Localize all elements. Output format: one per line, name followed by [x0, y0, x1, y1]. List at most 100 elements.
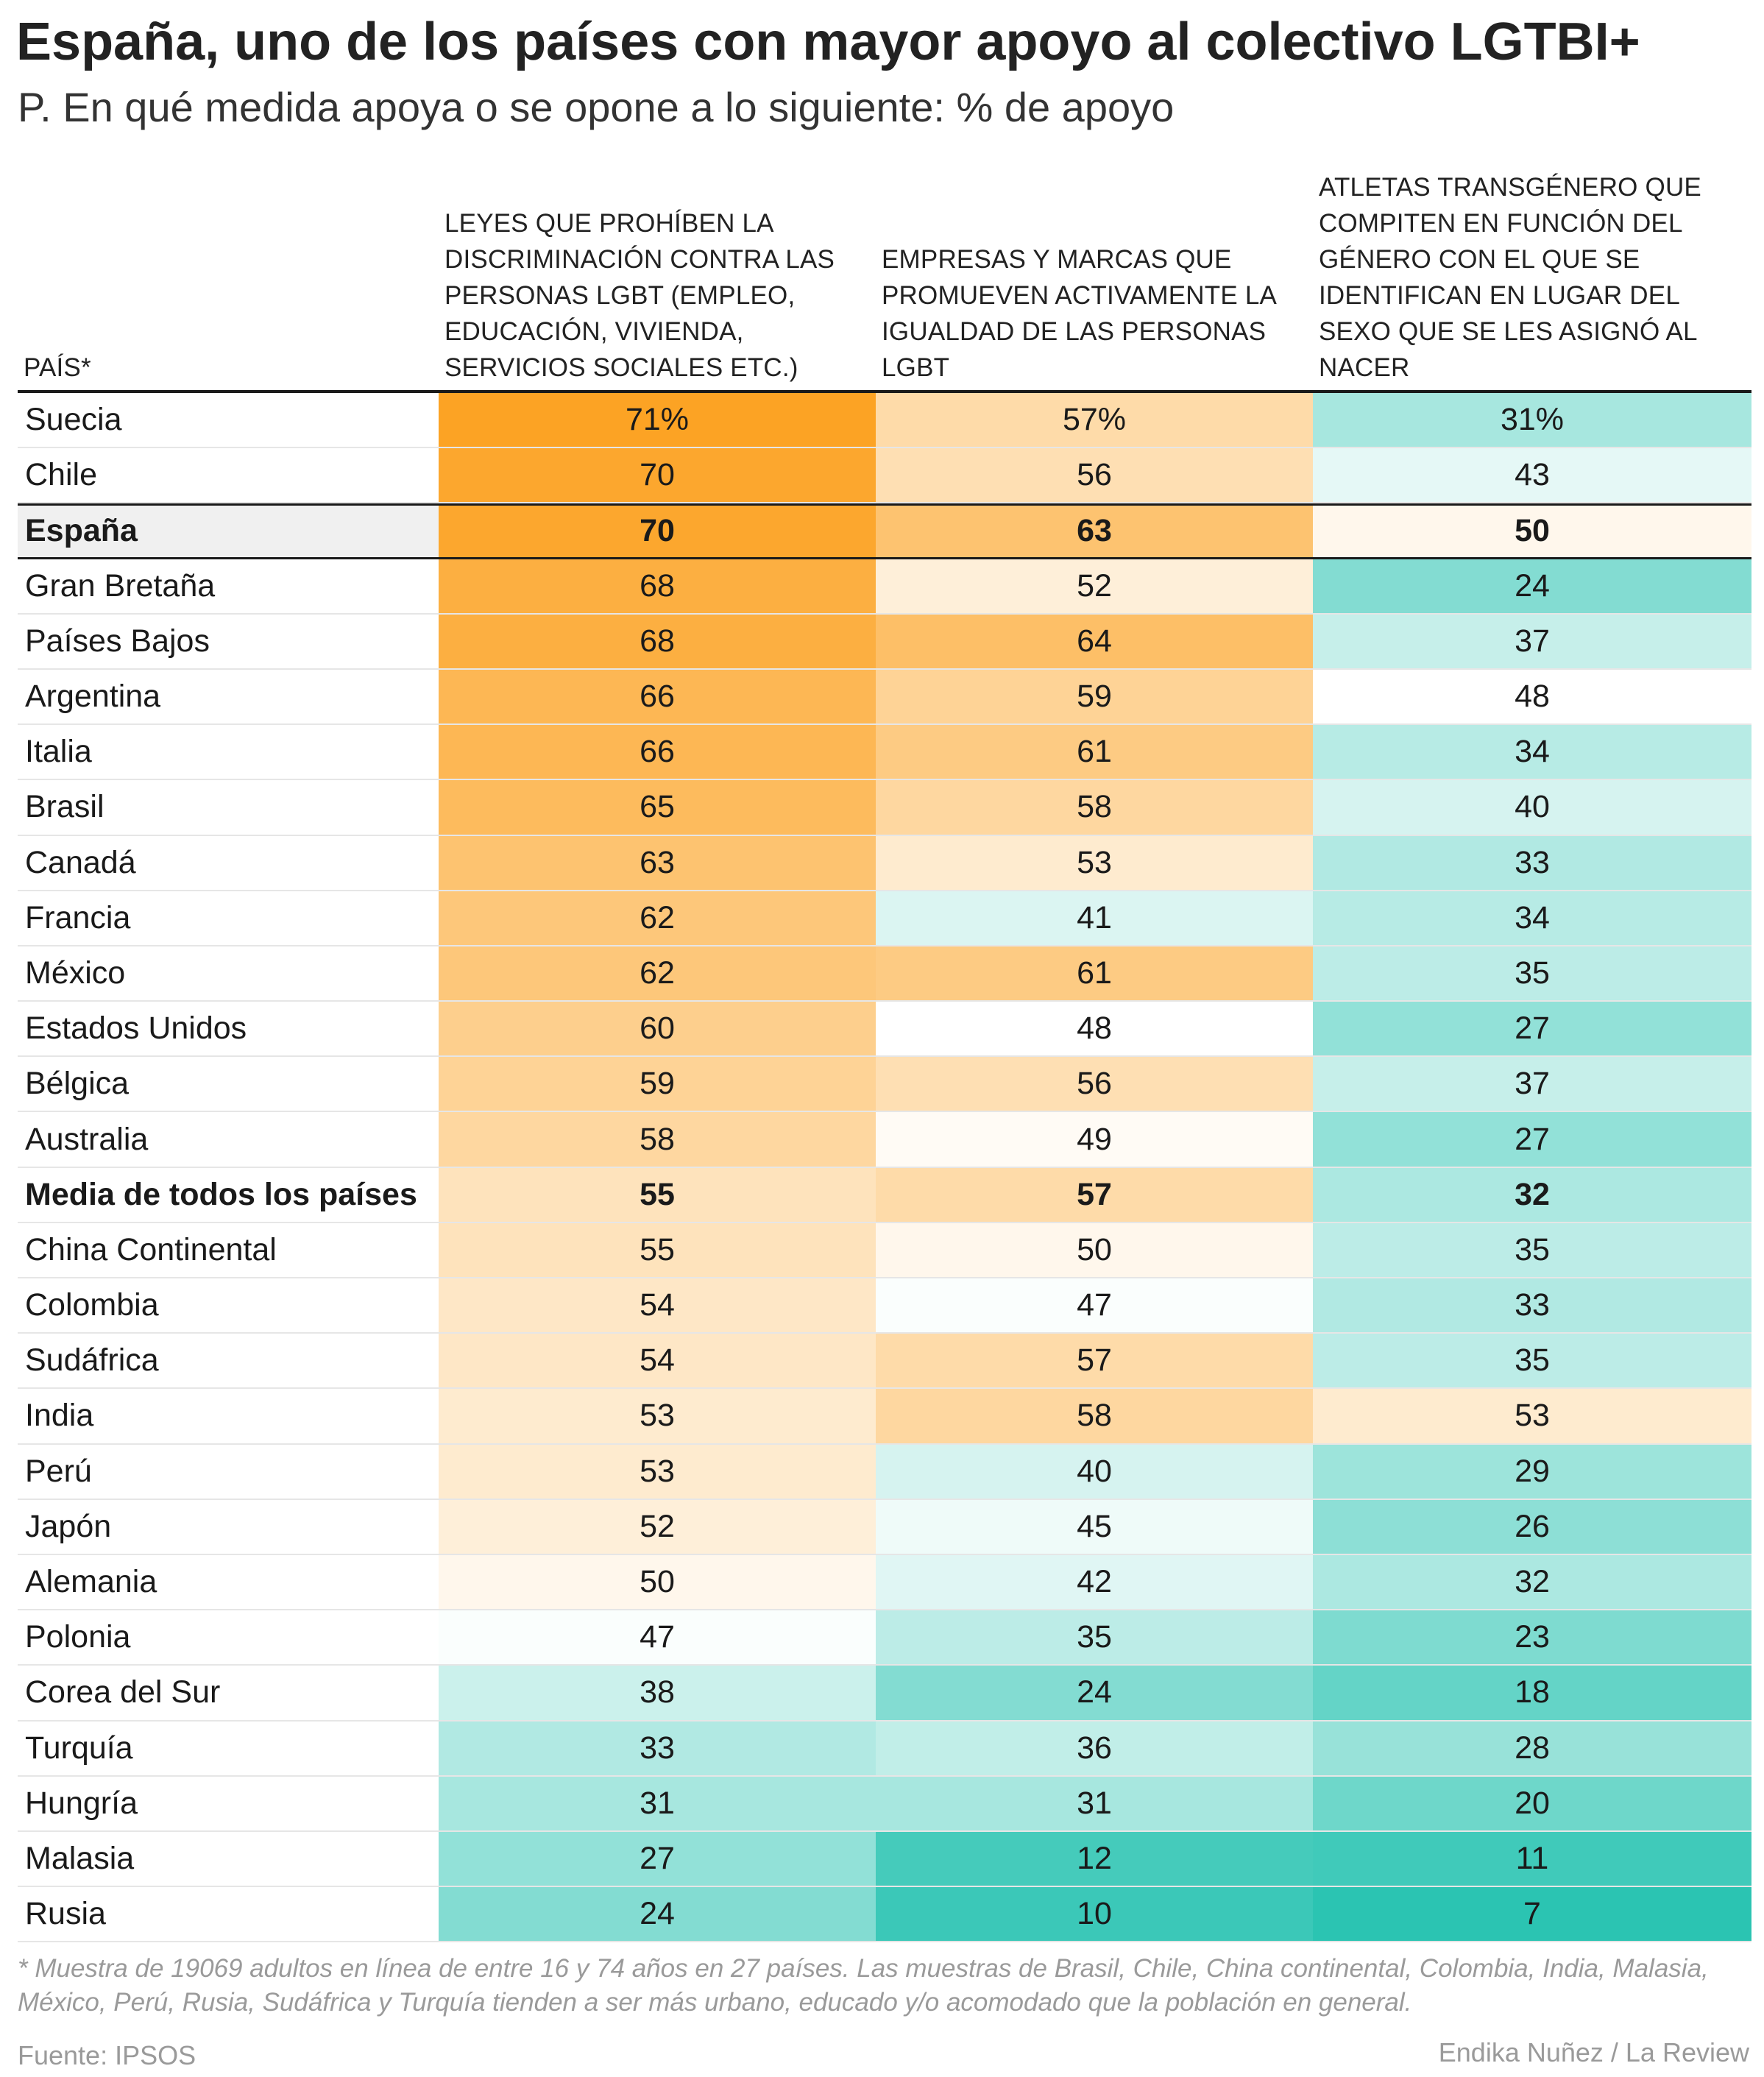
value-cell: 53	[439, 1389, 876, 1443]
table-row: Media de todos los países 55 57 32	[18, 1167, 1751, 1223]
table-header: País* Leyes que prohíben la discriminaci…	[18, 173, 1751, 393]
country-name: Francia	[25, 899, 131, 935]
value-cell: 56	[876, 1057, 1313, 1111]
source-label: Fuente: IPSOS	[18, 2040, 196, 2070]
table-row: Italia 66 61 34	[18, 725, 1751, 781]
value-cell: 24	[439, 1887, 876, 1942]
country-name: Hungría	[25, 1785, 138, 1821]
value-cell: 63	[439, 835, 876, 890]
value-cell: 61	[876, 946, 1313, 1001]
table-row: Perú 53 40 29	[18, 1444, 1751, 1500]
table-row: Brasil 65 58 40	[18, 780, 1751, 836]
value-cell: 26	[1313, 1499, 1751, 1554]
table-row: Argentina 66 59 48	[18, 669, 1751, 726]
value-cell: 31%	[1313, 393, 1751, 447]
value-cell: 33	[1313, 835, 1751, 890]
value-cell: 58	[876, 1389, 1313, 1443]
country-name: Gran Bretaña	[25, 567, 216, 604]
value-cell: 32	[1313, 1167, 1751, 1222]
value-cell: 27	[1313, 1002, 1751, 1056]
table-row: Francia 62 41 34	[18, 891, 1751, 946]
table-row: Alemania 50 42 32	[18, 1554, 1751, 1611]
value-cell: 54	[439, 1278, 876, 1333]
country-name: Italia	[25, 734, 92, 770]
country-name: Australia	[25, 1121, 149, 1157]
value-cell: 64	[876, 614, 1313, 668]
value-cell: 63	[876, 506, 1313, 557]
table-row: Sudáfrica 54 57 35	[18, 1334, 1751, 1390]
value-cell: 33	[1313, 1278, 1751, 1333]
value-cell: 53	[439, 1444, 876, 1499]
country-name: Brasil	[25, 789, 105, 825]
table-row: Japón 52 45 26	[18, 1499, 1751, 1555]
value-cell: 34	[1313, 725, 1751, 779]
country-name: Sudáfrica	[25, 1342, 159, 1379]
value-cell: 23	[1313, 1610, 1751, 1665]
value-cell: 35	[1313, 1334, 1751, 1388]
country-name: Estados Unidos	[25, 1011, 247, 1047]
value-cell: 34	[1313, 891, 1751, 945]
country-name: México	[25, 955, 126, 991]
table-row: Malasia 27 12 11	[18, 1831, 1751, 1888]
value-cell: 33	[439, 1721, 876, 1775]
value-cell: 62	[439, 946, 876, 1001]
table-row: Chile 70 56 43	[18, 448, 1751, 504]
value-cell: 53	[876, 835, 1313, 890]
value-cell: 57	[876, 1167, 1313, 1222]
country-name: Chile	[25, 457, 97, 493]
value-cell: 68	[439, 614, 876, 668]
value-cell: 29	[1313, 1444, 1751, 1499]
table-row: Estados Unidos 60 48 27	[18, 1002, 1751, 1058]
value-cell: 50	[1313, 506, 1751, 557]
column-header-transgender-athletes: Atletas transgénero que compiten en func…	[1319, 173, 1701, 382]
country-name: Polonia	[25, 1619, 131, 1655]
value-cell: 24	[876, 1666, 1313, 1720]
value-cell: 38	[439, 1666, 876, 1720]
value-cell: 70	[439, 506, 876, 557]
value-cell: 57%	[876, 393, 1313, 447]
table-row: Turquía 33 36 28	[18, 1721, 1751, 1777]
value-cell: 18	[1313, 1666, 1751, 1720]
page-subtitle: P. En qué medida apoya o se opone a lo s…	[18, 84, 1175, 130]
table-row: Polonia 47 35 23	[18, 1610, 1751, 1666]
value-cell: 70	[439, 448, 876, 503]
value-cell: 47	[439, 1610, 876, 1665]
value-cell: 36	[876, 1721, 1313, 1775]
value-cell: 43	[1313, 448, 1751, 503]
value-cell: 71%	[439, 393, 876, 447]
table-row: Hungría 31 31 20	[18, 1776, 1751, 1832]
value-cell: 37	[1313, 614, 1751, 668]
value-cell: 32	[1313, 1554, 1751, 1610]
table-row: España 70 63 50	[18, 503, 1751, 559]
value-cell: 49	[876, 1112, 1313, 1167]
table-row: Corea del Sur 38 24 18	[18, 1666, 1751, 1722]
value-cell: 55	[439, 1167, 876, 1222]
table-row: India 53 58 53	[18, 1389, 1751, 1445]
value-cell: 66	[439, 669, 876, 724]
value-cell: 52	[439, 1499, 876, 1554]
value-cell: 27	[1313, 1112, 1751, 1167]
value-cell: 28	[1313, 1721, 1751, 1775]
country-name: India	[25, 1398, 94, 1434]
page-title: España, uno de los países con mayor apoy…	[16, 13, 1640, 71]
country-name: Japón	[25, 1508, 112, 1544]
country-name: Países Bajos	[25, 623, 210, 659]
value-cell: 31	[876, 1776, 1313, 1830]
table-row: Rusia 24 10 7	[18, 1887, 1751, 1943]
value-cell: 57	[876, 1334, 1313, 1388]
country-name: Media de todos los países	[25, 1176, 417, 1212]
table-row: Australia 58 49 27	[18, 1112, 1751, 1168]
value-cell: 45	[876, 1499, 1313, 1554]
country-name: Alemania	[25, 1564, 157, 1600]
value-cell: 62	[439, 891, 876, 945]
value-cell: 41	[876, 891, 1313, 945]
value-cell: 27	[439, 1831, 876, 1886]
value-cell: 40	[1313, 780, 1751, 835]
value-cell: 24	[1313, 559, 1751, 613]
country-name: Colombia	[25, 1287, 159, 1323]
value-cell: 59	[439, 1057, 876, 1111]
value-cell: 10	[876, 1887, 1313, 1942]
table-row: China Continental 55 50 35	[18, 1223, 1751, 1278]
value-cell: 31	[439, 1776, 876, 1830]
value-cell: 47	[876, 1278, 1313, 1333]
